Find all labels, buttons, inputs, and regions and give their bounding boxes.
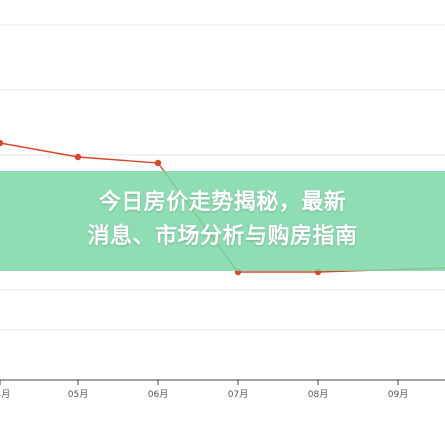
banner-title-line-2: 消息、市场分析与购房指南 bbox=[87, 224, 358, 249]
banner-title-line-1: 今日房价走势揭秘，最新 bbox=[98, 190, 347, 215]
title-banner bbox=[0, 171, 445, 271]
series-points bbox=[0, 139, 322, 276]
x-tick-label: 05月 bbox=[68, 389, 88, 400]
data-point bbox=[154, 159, 162, 167]
x-tick-labels: 04月 05月 06月 07月 08月 09月 bbox=[0, 389, 408, 400]
x-tick-label: 06月 bbox=[148, 389, 168, 400]
x-ticks bbox=[0, 380, 399, 385]
x-tick-label: 04月 bbox=[0, 389, 10, 400]
data-point bbox=[0, 139, 4, 147]
x-tick-label: 07月 bbox=[228, 389, 248, 400]
data-point bbox=[74, 153, 82, 161]
x-tick-label: 08月 bbox=[308, 389, 328, 400]
x-tick-label: 09月 bbox=[388, 389, 408, 400]
banner-title: 今日房价走势揭秘，最新 消息、市场分析与购房指南 bbox=[0, 186, 445, 254]
